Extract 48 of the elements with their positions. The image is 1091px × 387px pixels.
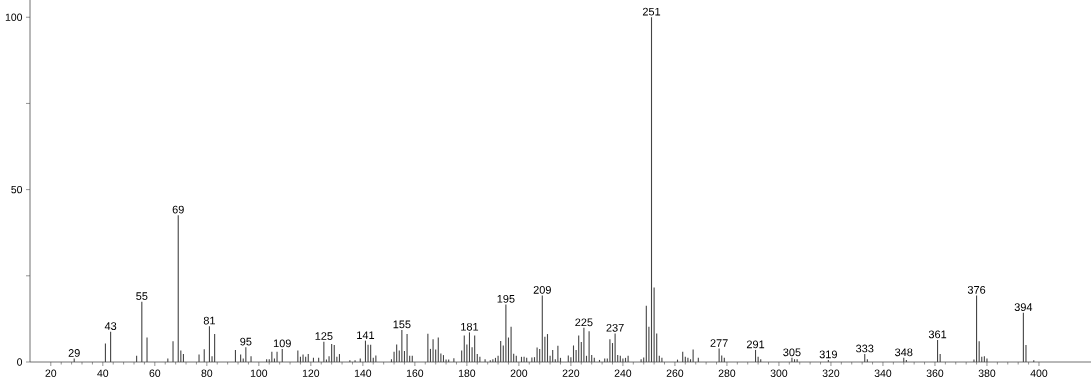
- annotation: 95: [240, 337, 252, 346]
- x-tick-label: 280: [718, 369, 736, 377]
- annotation: 251: [642, 7, 661, 16]
- annotation: 348: [895, 348, 913, 357]
- x-tick-label: 320: [822, 369, 840, 377]
- x-tick-label: 240: [614, 369, 632, 377]
- annotation: 237: [606, 323, 624, 332]
- x-tick-label: 20: [45, 369, 57, 377]
- annotation: 155: [393, 320, 411, 329]
- x-tick-label: 100: [250, 369, 268, 377]
- x-tick-label: 380: [978, 369, 996, 377]
- annotation: 141: [357, 331, 375, 339]
- annotation: 29: [68, 349, 80, 357]
- annotation: 69: [172, 205, 184, 214]
- y-tick-label: 100: [5, 13, 23, 21]
- annotation: 376: [967, 286, 986, 294]
- x-tick-label: 60: [149, 369, 161, 377]
- annotation: 291: [746, 340, 765, 349]
- annotation: 319: [819, 350, 837, 359]
- annotation: 195: [497, 294, 515, 303]
- annotation: 209: [533, 286, 551, 294]
- annotation: 361: [928, 330, 947, 339]
- x-tick-label: 40: [97, 369, 109, 377]
- y-tick-label: 50: [11, 185, 23, 194]
- annotation: 125: [315, 332, 333, 340]
- x-tick-label: 200: [510, 369, 528, 377]
- x-tick-label: 260: [666, 369, 684, 377]
- annotation: 305: [783, 348, 801, 357]
- annotation: 81: [203, 316, 215, 325]
- annotation: 333: [856, 344, 874, 353]
- x-tick-label: 300: [770, 369, 788, 377]
- annotation: 181: [461, 322, 479, 331]
- annotation: 394: [1014, 303, 1033, 311]
- x-tick-label: 80: [201, 369, 213, 377]
- x-tick-label: 180: [458, 369, 476, 377]
- x-tick-label: 120: [302, 369, 320, 377]
- x-tick-label: 160: [406, 369, 424, 377]
- annotation: 55: [136, 292, 148, 300]
- x-tick-label: 140: [354, 369, 372, 377]
- x-tick-label: 400: [1030, 369, 1048, 377]
- annotation: 109: [273, 339, 291, 348]
- x-tick-label: 340: [874, 369, 892, 377]
- annotation: 43: [104, 322, 117, 330]
- x-tick-label: 360: [926, 369, 944, 377]
- x-tick-label: 220: [562, 369, 580, 377]
- y-tick-label: 0: [17, 358, 23, 366]
- annotation: 225: [575, 318, 593, 327]
- annotation: 277: [710, 339, 728, 347]
